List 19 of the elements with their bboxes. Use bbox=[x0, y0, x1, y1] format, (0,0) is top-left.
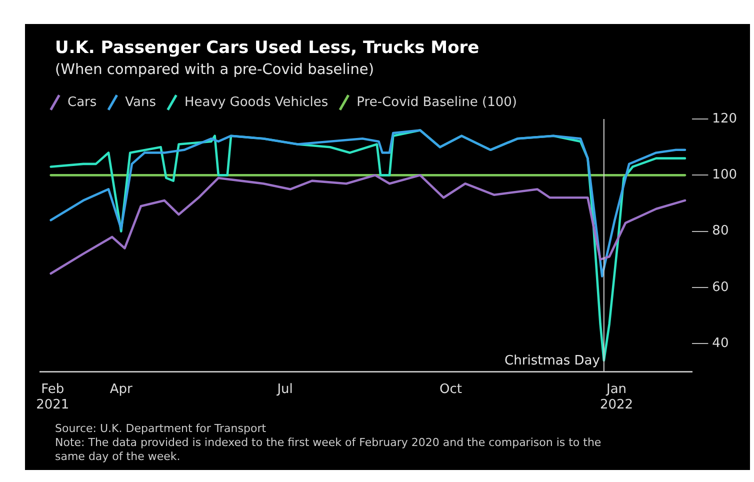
y-tick-label: 120 bbox=[712, 111, 738, 126]
x-tick-label: Jul bbox=[276, 382, 293, 397]
chart-title: U.K. Passenger Cars Used Less, Trucks More bbox=[55, 38, 480, 58]
chart-subtitle: (When compared with a pre-Covid baseline) bbox=[55, 62, 374, 78]
x-tick-label: Jan 2022 bbox=[600, 382, 634, 413]
x-tick-label: Feb 2021 bbox=[36, 382, 70, 413]
ref-line-label: Christmas Day bbox=[504, 354, 600, 369]
source-note: Source: U.K. Department for Transport bbox=[55, 422, 268, 436]
legend-label: Pre-Covid Baseline (100) bbox=[356, 94, 517, 110]
x-tick-label: Oct bbox=[440, 382, 462, 397]
y-tick-label: 40 bbox=[712, 336, 729, 352]
y-tick-label: 60 bbox=[712, 280, 729, 295]
y-tick-label: 100 bbox=[712, 168, 738, 183]
y-tick-label: 80 bbox=[712, 224, 729, 239]
legend-label: Vans bbox=[125, 94, 156, 110]
legend-label: Cars bbox=[68, 94, 97, 110]
legend-label: Heavy Goods Vehicles bbox=[184, 94, 328, 110]
text: Note: The data provided is indexed to the first week of February 2020 and the comparison is to the same day of the week. bbox=[55, 436, 602, 464]
x-tick-label: Apr bbox=[110, 382, 134, 397]
